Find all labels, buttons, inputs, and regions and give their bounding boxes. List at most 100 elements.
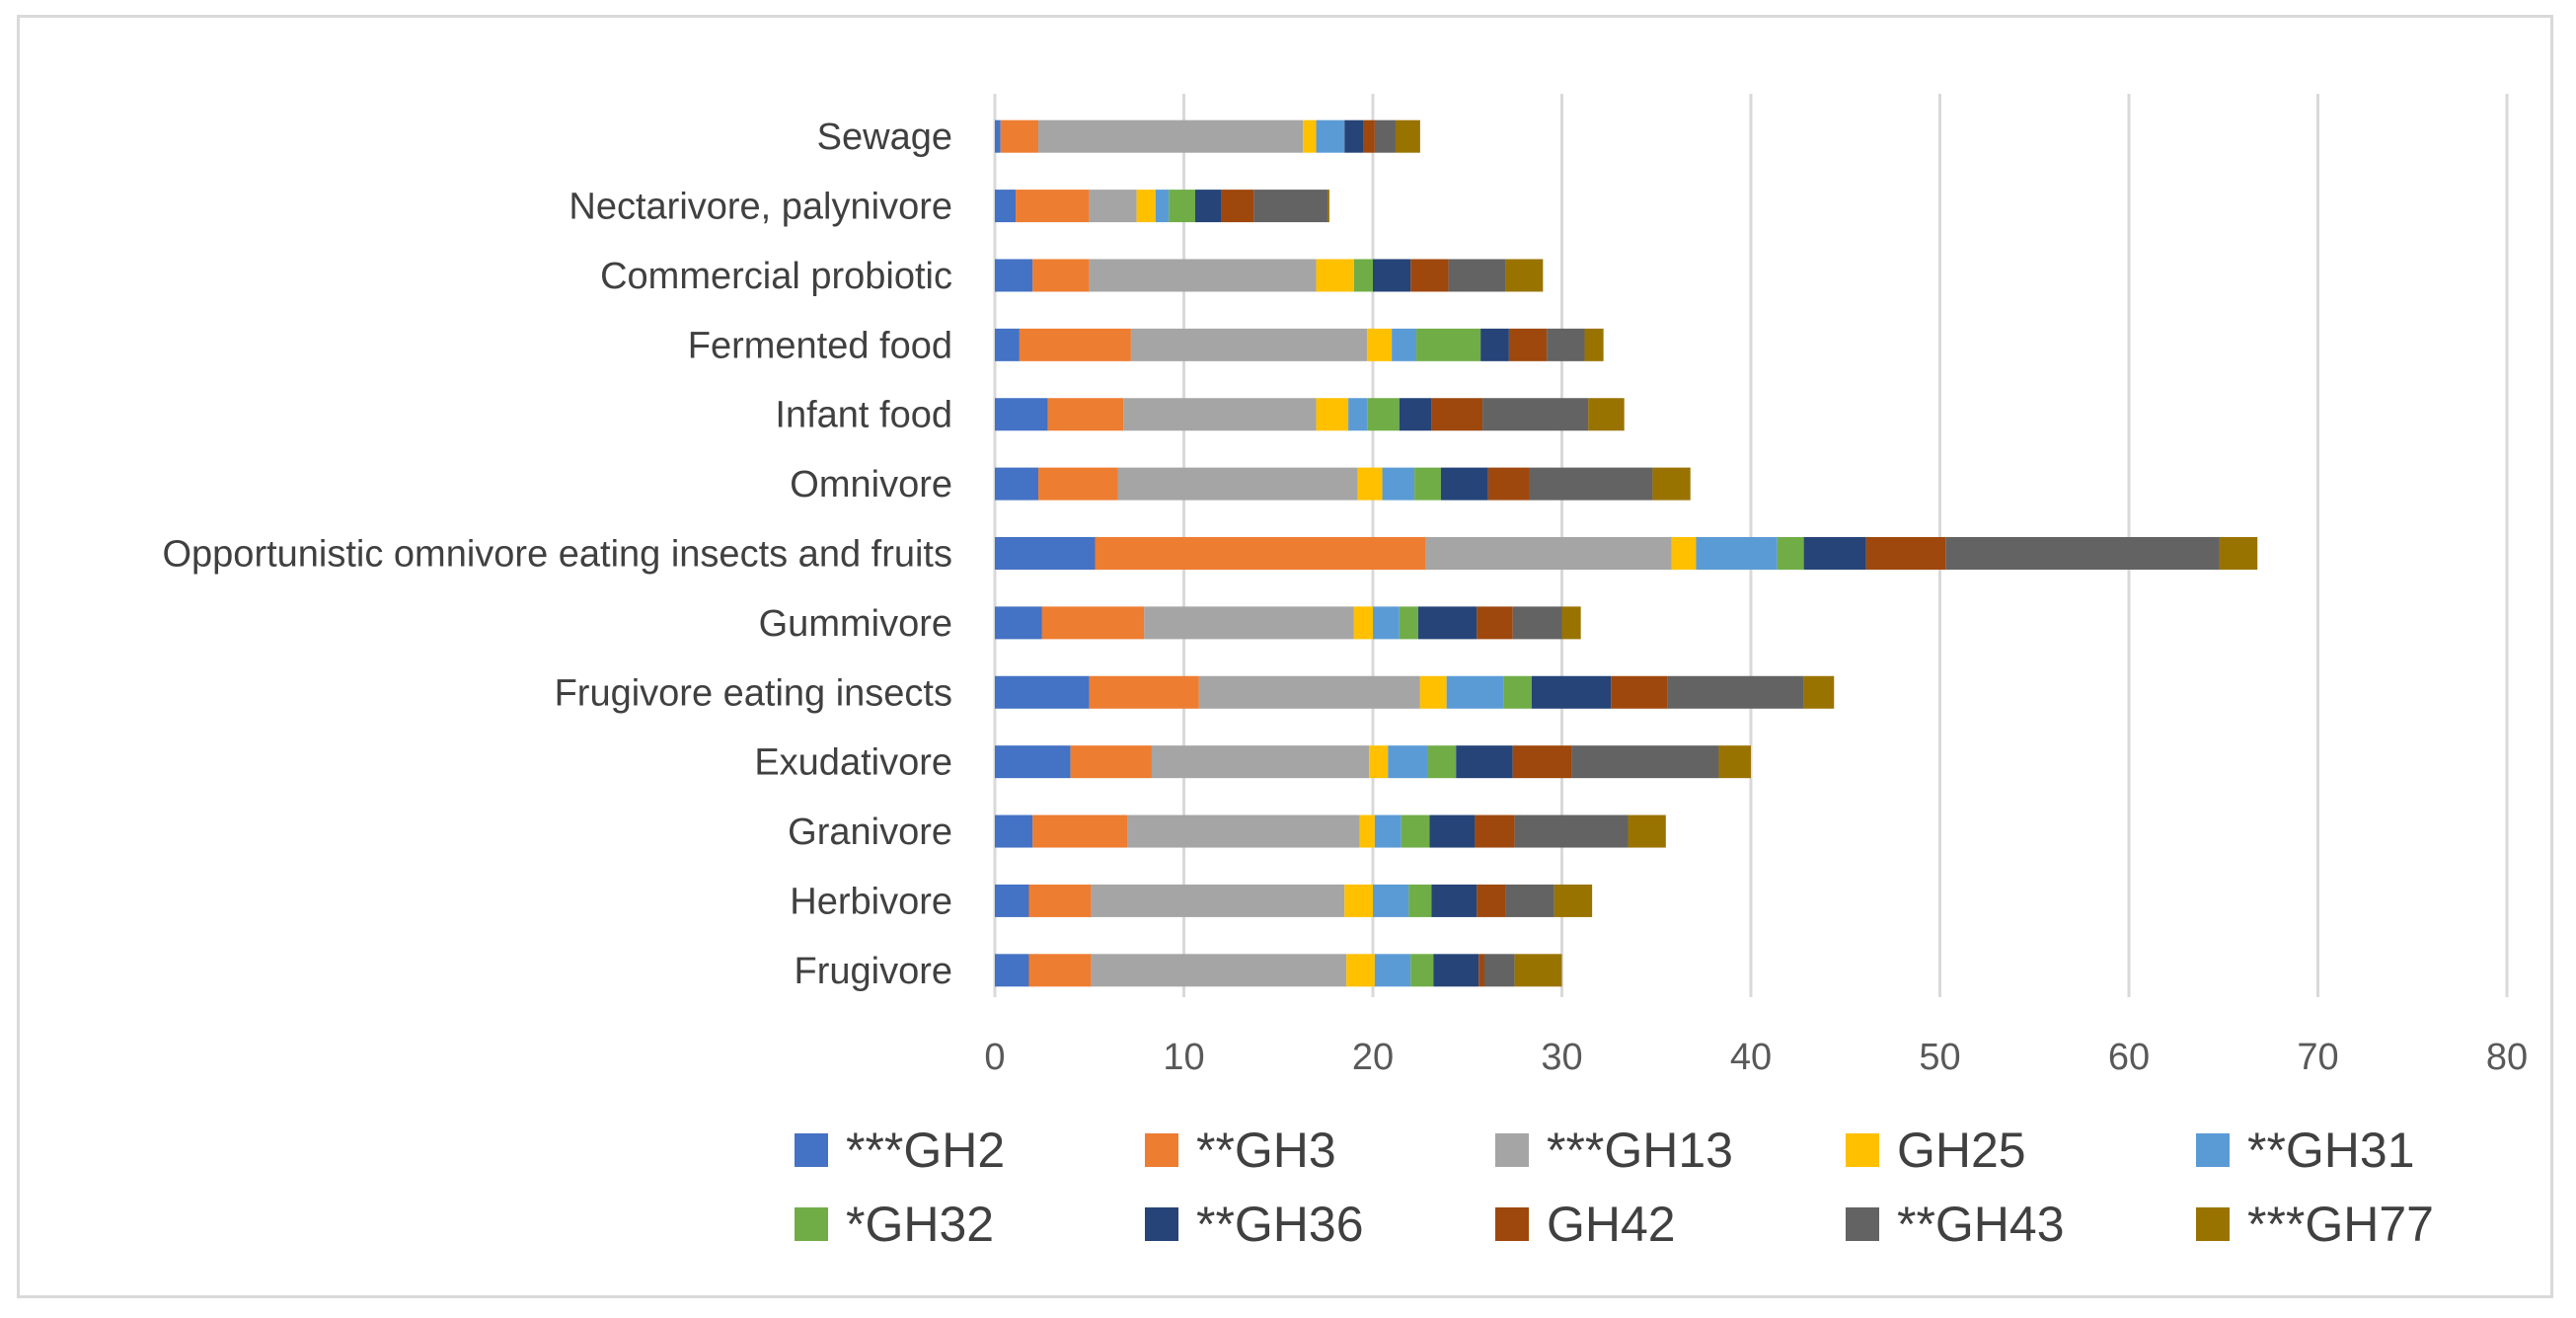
bar-segment — [1346, 954, 1375, 987]
bar-segment — [1316, 119, 1345, 153]
legend-label: *GH32 — [846, 1197, 994, 1252]
bar-segment — [1089, 675, 1199, 709]
bar-segment — [1367, 398, 1400, 431]
bar-segment — [1416, 328, 1481, 361]
bar-segment — [1374, 954, 1411, 987]
bar-segment — [995, 467, 1039, 501]
bar-segment — [995, 814, 1033, 848]
bar-segment — [1047, 398, 1124, 431]
bar-segment — [1353, 259, 1373, 292]
x-tick-label: 10 — [1163, 1037, 1204, 1078]
bar-segment — [1561, 606, 1581, 640]
bar-segment — [1427, 745, 1457, 779]
bar-segment — [1374, 814, 1402, 848]
bar-segment — [1357, 467, 1383, 501]
x-tick-label: 60 — [2108, 1037, 2150, 1078]
bar-segment — [995, 884, 1029, 917]
bar-segment — [1696, 537, 1778, 570]
bar-segment — [1803, 537, 1866, 570]
bar-segment — [1155, 190, 1170, 223]
bar-segment — [1089, 190, 1137, 223]
bar-segment — [1431, 884, 1477, 917]
bar-segment — [1348, 398, 1368, 431]
bar-segment — [995, 537, 1096, 570]
category-label: Gummivore — [759, 603, 952, 645]
x-tick-label: 20 — [1352, 1037, 1394, 1078]
bar-segment — [1316, 398, 1349, 431]
legend-swatch — [1846, 1133, 1879, 1167]
bar-segment — [995, 259, 1033, 292]
x-tick-label: 0 — [984, 1037, 1005, 1078]
bar-segment — [1671, 537, 1697, 570]
legend-swatch — [795, 1133, 828, 1167]
bar-segment — [1000, 119, 1039, 153]
category-label: Herbivore — [790, 881, 952, 922]
chart-frame — [17, 15, 2553, 1298]
bar-segment — [1028, 884, 1092, 917]
bar-segment — [1303, 119, 1317, 153]
legend-label: **GH31 — [2247, 1123, 2415, 1178]
bar-segment — [1718, 745, 1751, 779]
bar-segment — [995, 745, 1071, 779]
legend-label: ***GH13 — [1547, 1123, 1733, 1178]
bar-segment — [1388, 745, 1428, 779]
bar-segment — [1945, 537, 2220, 570]
bar-segment — [995, 190, 1017, 223]
x-tick-label: 40 — [1730, 1037, 1772, 1078]
category-label: Opportunistic omnivore eating insects an… — [162, 534, 952, 576]
legend-label: **GH3 — [1196, 1123, 1336, 1178]
bar-segment — [1382, 467, 1415, 501]
bar-segment — [1070, 745, 1152, 779]
bar-segment — [1032, 814, 1128, 848]
bar-segment — [995, 675, 1090, 709]
bar-segment — [1373, 259, 1411, 292]
bar-segment — [1395, 119, 1420, 153]
bar-segment — [1477, 884, 1506, 917]
bar-segment — [1410, 259, 1449, 292]
bar-segment — [1448, 259, 1506, 292]
bar-segment — [1373, 606, 1400, 640]
bar-segment — [1117, 467, 1358, 501]
category-label: Nectarivore, palynivore — [568, 187, 952, 228]
bar-segment — [1369, 745, 1389, 779]
legend-swatch — [2196, 1207, 2230, 1241]
bar-segment — [1091, 954, 1347, 987]
bar-segment — [1628, 814, 1666, 848]
bar-segment — [1433, 954, 1479, 987]
bar-segment — [1456, 745, 1513, 779]
bar-segment — [1547, 328, 1585, 361]
legend-label: **GH43 — [1897, 1197, 2065, 1252]
bar-segment — [1477, 606, 1513, 640]
bar-segment — [1505, 884, 1554, 917]
bar-segment — [1136, 190, 1156, 223]
bar-segment — [995, 328, 1020, 361]
bar-segment — [1089, 259, 1317, 292]
bar-segment — [1130, 328, 1368, 361]
bar-segment — [1095, 537, 1426, 570]
bar-segment — [995, 954, 1029, 987]
bar-segment — [1483, 954, 1515, 987]
legend-swatch — [1495, 1133, 1529, 1167]
bar-segment — [1367, 328, 1393, 361]
bar-segment — [1344, 119, 1364, 153]
bar-segment — [1482, 398, 1589, 431]
bar-segment — [1446, 675, 1504, 709]
bar-segment — [1529, 467, 1653, 501]
bar-segment — [1344, 884, 1373, 917]
bar-segment — [1514, 814, 1629, 848]
bar-segment — [1399, 606, 1418, 640]
bar-segment — [1512, 606, 1562, 640]
bar-segment — [1221, 190, 1254, 223]
bar-segment — [1038, 467, 1118, 501]
bar-segment — [1505, 259, 1544, 292]
bar-segment — [1327, 190, 1329, 223]
bar-segment — [1144, 606, 1354, 640]
bar-segment — [1440, 467, 1488, 501]
bar-segment — [1419, 675, 1447, 709]
bar-segment — [1777, 537, 1804, 570]
legend-label: ***GH77 — [2247, 1197, 2434, 1252]
bar-segment — [1410, 954, 1434, 987]
category-label: Frugivore — [795, 951, 953, 992]
legend-swatch — [1846, 1207, 1879, 1241]
